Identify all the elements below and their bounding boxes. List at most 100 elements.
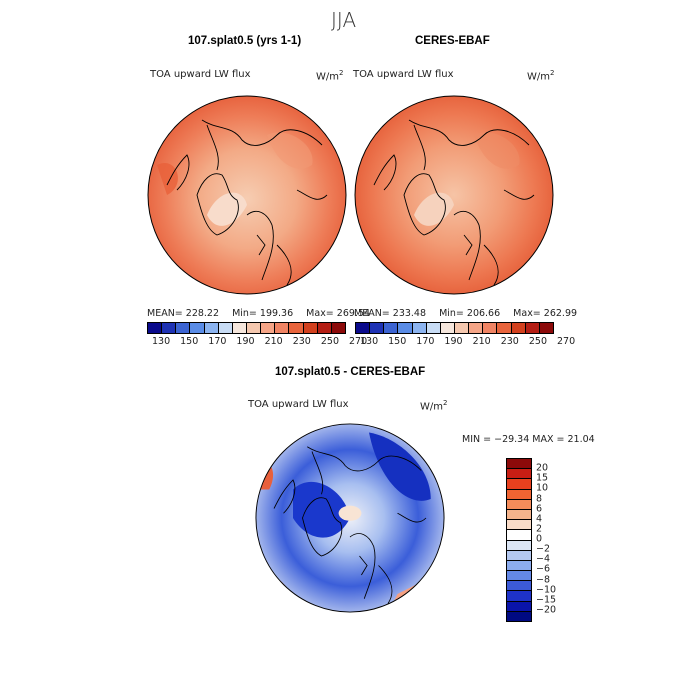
- diff-title: 107.splat0.5 - CERES-EBAF: [275, 366, 426, 378]
- diff-north-west-region: [255, 460, 274, 490]
- panel-1-colorbar-swatch: [317, 323, 332, 333]
- diff-colorbar-tick-label: −20: [536, 604, 557, 616]
- panel-1-colorbar-swatch: [190, 323, 205, 333]
- diff-colorbar-swatch: [507, 509, 531, 521]
- panel-1-colorbar-tick-label: 250: [320, 336, 339, 347]
- diff-colorbar-swatch: [507, 469, 531, 480]
- panel-2-min: Min= 206.66: [439, 308, 501, 319]
- figure-title: JJA: [331, 8, 357, 32]
- diff-colorbar-swatch: [507, 550, 531, 561]
- diff-colorbar: [506, 458, 532, 622]
- panel-1-colorbar-tick-label: 230: [292, 336, 311, 347]
- panel-2-mean: MEAN= 233.48: [354, 308, 427, 319]
- panel-2-colorbar-swatch: [398, 323, 413, 333]
- diff-units: W/m2: [420, 399, 448, 413]
- panel-2-field: [355, 96, 553, 294]
- panel-1-colorbar-swatch: [232, 323, 247, 333]
- panel-1-mean: MEAN= 228.22: [147, 308, 220, 319]
- panel-1-colorbar-tick-label: 270: [348, 336, 368, 347]
- panel-2-colorbar: [355, 322, 554, 334]
- panel-2-map-border: [354, 95, 554, 295]
- diff-minmax: MIN = −29.34 MAX = 21.04: [462, 434, 595, 445]
- panel-1-colorbar-swatch: [204, 323, 219, 333]
- diff-colorbar-swatch: [507, 571, 531, 582]
- panel-2-siberia-region: [474, 132, 520, 169]
- panel-1-colorbar-swatch: [176, 323, 191, 333]
- panel-2-colorbar-tick-label: 190: [444, 336, 463, 347]
- panel-1-map-border: [147, 95, 347, 295]
- panel-2-colorbar-swatch: [454, 323, 470, 333]
- panel-1-colorbar-tick-label: 170: [208, 336, 227, 347]
- panel-1-colorbar-swatch: [275, 323, 290, 333]
- diff-colorbar-tick-label: 20: [536, 462, 549, 474]
- diff-colorbar-swatch: [507, 611, 531, 621]
- diff-colorbar-swatch: [507, 530, 531, 541]
- panel-2-colorbar-swatch: [412, 323, 427, 333]
- panel-2-colorbar-tick-label: 210: [472, 336, 491, 347]
- diff-colorbar-tick-label: 2: [536, 523, 543, 535]
- diff-colorbar-tick-label: −10: [536, 584, 557, 596]
- diff-coastlines: [273, 446, 427, 604]
- diff-colorbar-swatch: [507, 601, 531, 612]
- panel-1-coastlines: [166, 119, 328, 286]
- panel-2-stats: MEAN= 233.48 Min= 206.66 Max= 262.99: [354, 308, 577, 319]
- panel-2-colorbar-tick-label: 230: [500, 336, 519, 347]
- panel-2-colorbar-swatch: [384, 323, 399, 333]
- diff-colorbar-tick-label: 4: [536, 513, 543, 525]
- panel-2-colorbar-swatch: [469, 323, 484, 333]
- panel-1-colorbar-swatch: [303, 323, 318, 333]
- panel-2-units: W/m2: [527, 69, 555, 83]
- diff-pole-region: [338, 505, 362, 521]
- panel-1-colorbar-swatch: [148, 323, 163, 333]
- panel-1-colorbar-swatch: [261, 323, 276, 333]
- panel-1-min: Min= 199.36: [232, 308, 294, 319]
- panel-1-pacific-region: [157, 162, 178, 195]
- panel-1-units: W/m2: [316, 69, 344, 83]
- panel-2-colorbar-swatch: [440, 323, 455, 333]
- panel-2-colorbar-tick-label: 170: [416, 336, 435, 347]
- diff-colorbar-swatch: [507, 581, 531, 592]
- panel-1-colorbar-swatch: [218, 323, 233, 333]
- panel-2-colorbar-tick-label: 270: [556, 336, 576, 347]
- diff-colorbar-swatch: [507, 459, 531, 470]
- diff-colorbar-swatch: [507, 489, 531, 500]
- diff-colorbar-tick-label: −2: [536, 543, 551, 555]
- diff-colorbar-tick-label: 8: [536, 493, 543, 504]
- panel-2-colorbar-swatch: [370, 323, 385, 333]
- panel-1-colorbar-swatch: [246, 323, 262, 333]
- panel-1-colorbar-swatch: [289, 323, 304, 333]
- panel-1-siberia-region: [267, 132, 313, 169]
- panel-2-colorbar-swatch: [497, 323, 512, 333]
- panel-2-colorbar-swatch: [511, 323, 526, 333]
- panel-1-colorbar-tick-label: 190: [236, 336, 255, 347]
- diff-colorbar-tick-label: 10: [536, 482, 549, 494]
- diff-greenland-region: [293, 481, 350, 538]
- diff-colorbar-tick-label: −8: [536, 574, 551, 585]
- diff-siberia-region: [369, 432, 431, 501]
- diff-colorbar-swatch: [507, 540, 531, 551]
- diff-colorbar-tick-label: −4: [536, 553, 551, 565]
- panel-1-variable: TOA upward LW flux: [150, 69, 251, 80]
- panel-1-colorbar-tick-label: 210: [264, 336, 283, 347]
- panel-1-title: 107.splat0.5 (yrs 1-1): [188, 35, 302, 47]
- diff-colorbar-tick-label: 0: [536, 533, 543, 545]
- panel-2-colorbar-tick-label: 250: [528, 336, 547, 347]
- diff-colorbar-swatch: [507, 499, 531, 510]
- panel-1-colorbar-tick-label: 130: [151, 336, 171, 347]
- panel-1-colorbar-tick-label: 150: [180, 336, 199, 347]
- panel-2-colorbar-swatch: [525, 323, 540, 333]
- diff-colorbar-tick-label: 15: [536, 472, 549, 484]
- panel-1-polar-map: [147, 95, 347, 295]
- panel-2-colorbar-tick-label: 150: [388, 336, 407, 347]
- panel-2-colorbar-tick-label: 130: [359, 336, 379, 347]
- panel-2-title: CERES-EBAF: [415, 35, 490, 47]
- panel-2-variable: TOA upward LW flux: [353, 69, 454, 80]
- diff-map-border: [255, 423, 445, 613]
- panel-2-max: Max= 262.99: [513, 308, 578, 319]
- panel-1-field: [148, 96, 346, 294]
- diff-colorbar-swatch: [507, 520, 531, 531]
- panel-2-polar-map: [354, 95, 554, 295]
- panel-2-colorbar-swatch: [356, 323, 371, 333]
- panel-1-stats: MEAN= 228.22 Min= 199.36 Max= 269.54: [147, 308, 370, 319]
- panel-1-colorbar: [147, 322, 346, 334]
